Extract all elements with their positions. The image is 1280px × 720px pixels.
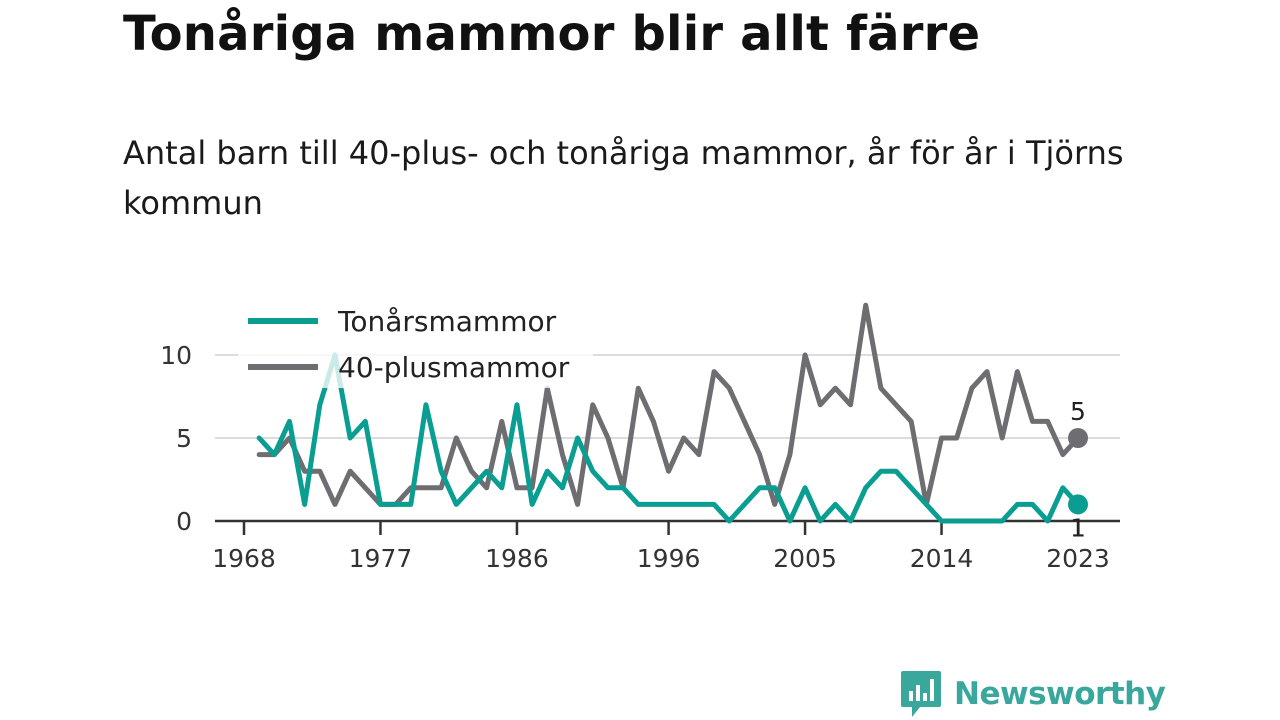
x-tick-label: 2023: [1046, 544, 1110, 573]
x-tick-label: 1977: [349, 544, 413, 573]
series-line-tonarsmammor: [256, 352, 1081, 524]
end-label-tonarsmammor: 1: [1070, 513, 1086, 542]
end-point-tonarsmammor: [1068, 494, 1088, 515]
legend-background: [238, 296, 593, 388]
line-chart: 0 5 10 1968 1977 1986 1996 2005 2014 2023 Tonårs…: [160, 296, 1120, 573]
x-tick-label: 1996: [637, 544, 701, 573]
y-axis-ticks: 0 5 10: [160, 341, 192, 536]
newsworthy-logo: Newsworthy: [900, 668, 1166, 720]
end-label-40-plusmammor: 5: [1070, 397, 1086, 426]
legend: Tonårsmammor 40-plusmammor: [238, 296, 593, 388]
x-tick-label: 2014: [910, 544, 974, 573]
chart-subtitle: Antal barn till 40-plus- och tonåriga ma…: [123, 134, 1124, 222]
x-tick-label: 1968: [212, 544, 276, 573]
y-tick-label: 5: [176, 424, 192, 453]
brand-name: Newsworthy: [954, 676, 1166, 712]
end-point-40-plusmammor: [1068, 428, 1088, 448]
x-axis: 1968 1977 1986 1996 2005 2014 2023: [212, 519, 1120, 573]
x-tick-label: 2005: [773, 544, 837, 573]
chart-title: Tonåriga mammor blir allt färre: [123, 6, 981, 62]
end-points: 15: [1068, 397, 1088, 542]
legend-label-40-plusmammor: 40-plusmammor: [338, 351, 570, 384]
y-tick-label: 10: [160, 341, 192, 370]
y-tick-label: 0: [176, 507, 192, 536]
legend-label-tonarsmammor: Tonårsmammor: [337, 305, 557, 338]
x-tick-label: 1986: [485, 544, 549, 573]
series-lines: [256, 302, 1081, 524]
bar-chart-speech-bubble-icon: [901, 671, 941, 717]
